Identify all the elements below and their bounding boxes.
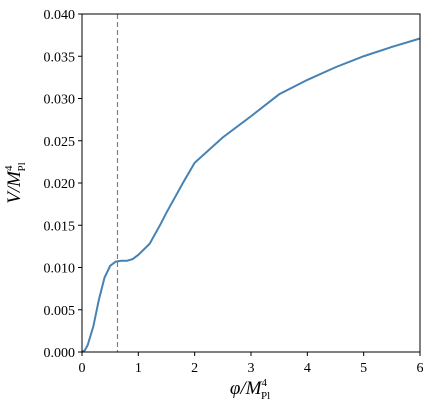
- y-tick-label: 0.025: [44, 135, 76, 150]
- y-tick-label: 0.040: [44, 8, 76, 23]
- x-label-sub: Pl: [261, 390, 270, 402]
- y-tick-label: 0.035: [44, 50, 76, 65]
- y-label-main: V/M: [4, 170, 25, 204]
- y-tick-label: 0.010: [44, 262, 76, 277]
- x-tick-label: 1: [135, 361, 142, 376]
- y-label-sub: Pl: [16, 162, 28, 171]
- y-tick-label: 0.000: [44, 346, 76, 361]
- y-tick-label: 0.020: [44, 177, 76, 192]
- plot-frame: [81, 13, 421, 353]
- x-tick-label: 6: [417, 361, 424, 376]
- y-label-sup: 4: [3, 165, 15, 171]
- x-tick-label: 0: [79, 361, 86, 376]
- y-tick-label: 0.030: [44, 93, 76, 108]
- x-tick-label: 5: [360, 361, 367, 376]
- x-tick-label: 3: [248, 361, 255, 376]
- y-tick-label: 0.015: [44, 219, 76, 234]
- x-label-main: φ/M: [230, 378, 263, 399]
- x-tick-label: 4: [304, 361, 311, 376]
- x-label-sup: 4: [261, 377, 267, 389]
- y-tick-label: 0.005: [44, 304, 76, 319]
- x-tick-label: 2: [191, 361, 198, 376]
- data-line: [81, 37, 421, 353]
- x-axis-label: φ/M4 Pl: [230, 377, 270, 402]
- y-axis-label: V/M4Pl: [3, 162, 28, 203]
